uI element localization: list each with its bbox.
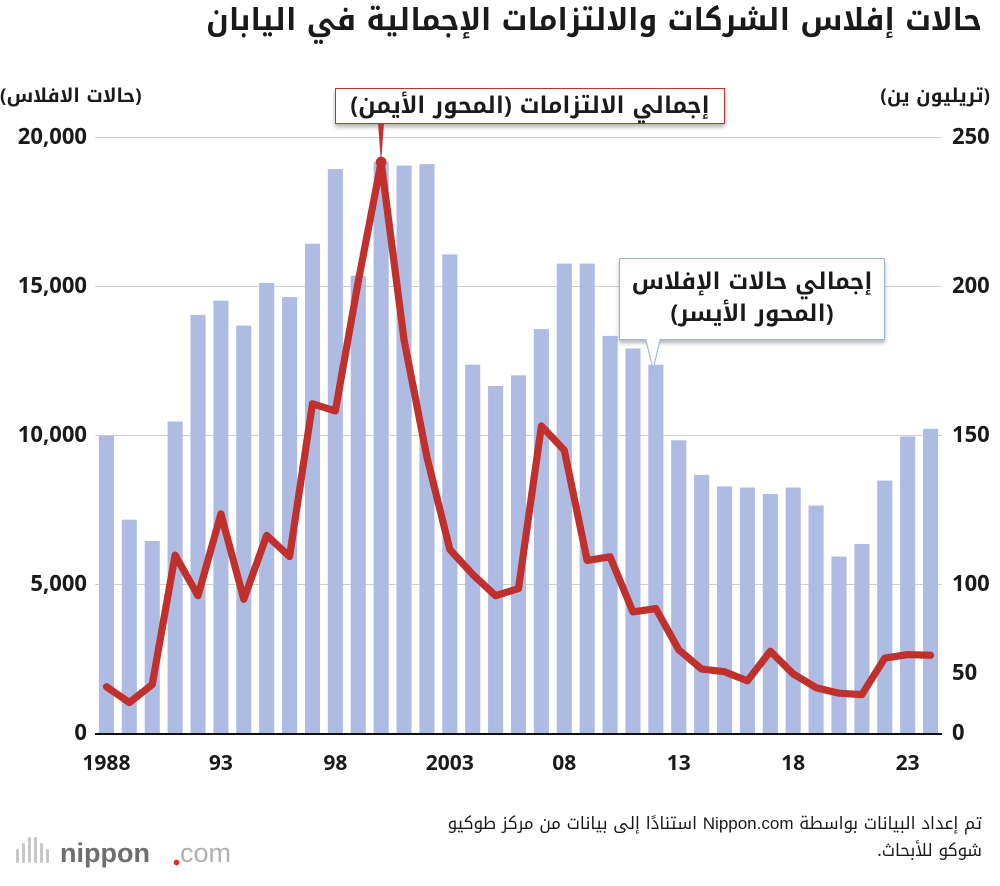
svg-text:com: com — [180, 838, 231, 868]
svg-text:nippon: nippon — [60, 838, 150, 868]
